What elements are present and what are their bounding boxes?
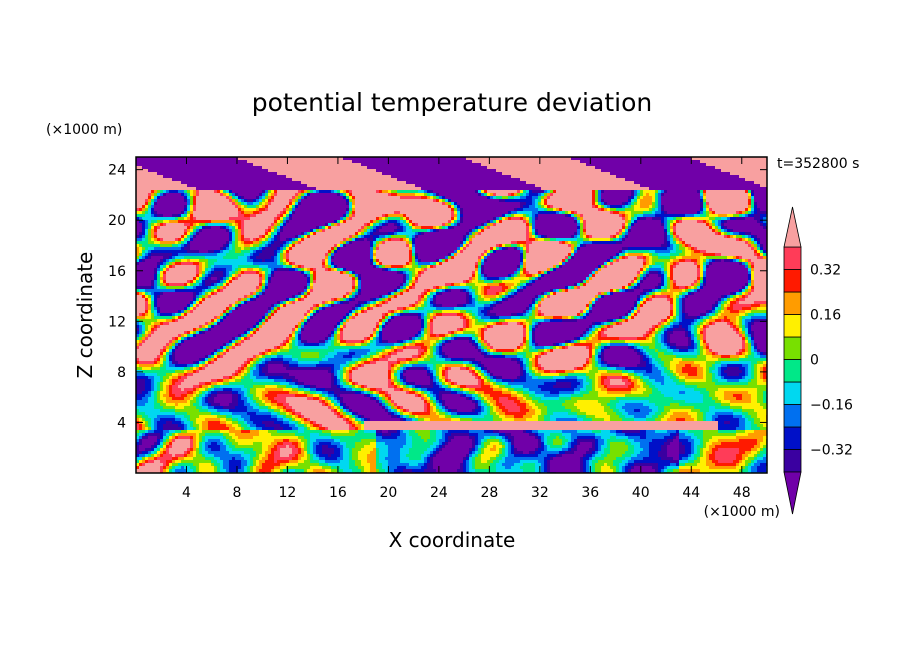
x-tick-label: 44 bbox=[682, 485, 700, 501]
colorbar-bin bbox=[784, 360, 801, 383]
colorbar-tick-label: −0.16 bbox=[810, 398, 853, 414]
colorbar-bin bbox=[784, 247, 801, 270]
y-tick-label: 8 bbox=[117, 365, 126, 381]
x-tick-label: 40 bbox=[632, 485, 650, 501]
x-tick-label: 16 bbox=[329, 485, 347, 501]
x-tick-label: 8 bbox=[232, 485, 241, 501]
chart-title: potential temperature deviation bbox=[252, 88, 652, 117]
x-tick-label: 36 bbox=[581, 485, 599, 501]
y-tick-label: 12 bbox=[108, 314, 126, 330]
x-unit-label: (×1000 m) bbox=[704, 504, 780, 520]
colorbar-tick-label: 0.16 bbox=[810, 308, 841, 324]
y-tick-label: 24 bbox=[108, 163, 126, 179]
x-tick-label: 12 bbox=[279, 485, 297, 501]
x-tick-label: 48 bbox=[733, 485, 751, 501]
colorbar-bin bbox=[784, 427, 801, 450]
colorbar-bin bbox=[784, 270, 801, 293]
colorbar-bin bbox=[784, 405, 801, 428]
colorbar-bin bbox=[784, 382, 801, 405]
colorbar-tick-label: 0.32 bbox=[810, 263, 841, 279]
time-label: t=352800 s bbox=[777, 156, 859, 172]
y-tick-label: 4 bbox=[117, 415, 126, 431]
colorbar: 0.32 0.16 0 −0.16 −0.32 bbox=[784, 207, 853, 514]
colorbar-bin bbox=[784, 450, 801, 473]
colorbar-extend-top bbox=[784, 207, 801, 247]
y-axis-label: Z coordinate bbox=[73, 252, 97, 379]
x-tick-label: 32 bbox=[531, 485, 549, 501]
colorbar-bin bbox=[784, 292, 801, 315]
y-tick-label: 20 bbox=[108, 213, 126, 229]
z-unit-label: (×1000 m) bbox=[46, 122, 122, 138]
x-tick-label: 28 bbox=[480, 485, 498, 501]
y-tick-label: 16 bbox=[108, 264, 126, 280]
x-tick-label: 20 bbox=[379, 485, 397, 501]
x-axis-label: X coordinate bbox=[389, 528, 516, 552]
colorbar-tick-label: 0 bbox=[810, 353, 819, 369]
contour-field bbox=[136, 157, 769, 475]
colorbar-bin bbox=[784, 315, 801, 338]
x-tick-label: 4 bbox=[182, 485, 191, 501]
x-tick-label: 24 bbox=[430, 485, 448, 501]
colorbar-extend-bottom bbox=[784, 472, 801, 514]
colorbar-bin bbox=[784, 337, 801, 360]
colorbar-tick-label: −0.32 bbox=[810, 443, 853, 459]
